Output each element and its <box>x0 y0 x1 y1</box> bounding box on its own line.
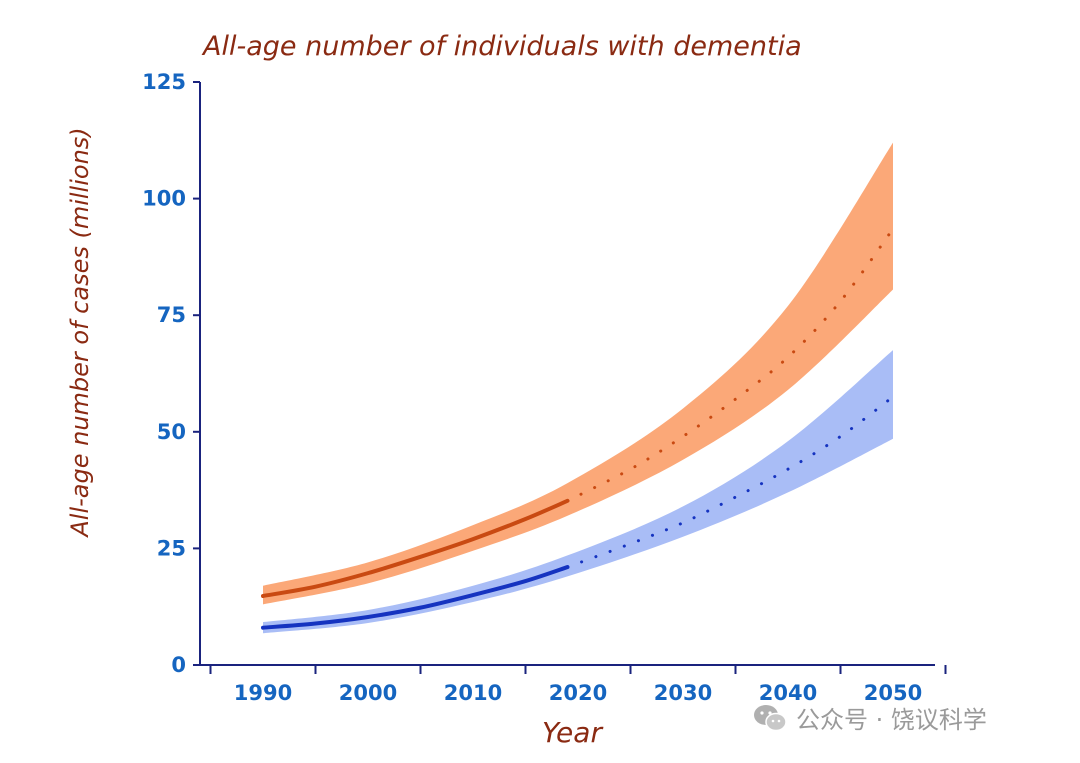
series-0-observed-line <box>261 498 570 598</box>
confidence-bands <box>263 142 893 634</box>
series-0-projected-line <box>566 227 895 503</box>
x-tick-label: 2000 <box>339 681 397 705</box>
y-tick-label: 50 <box>157 420 186 444</box>
chart-title: All-age number of individuals with demen… <box>201 31 802 62</box>
x-tick-label: 2010 <box>444 681 502 705</box>
x-tick-label: 2020 <box>549 681 607 705</box>
axes <box>193 81 947 674</box>
series-1-band <box>263 350 893 634</box>
y-tick-label: 0 <box>171 653 186 677</box>
wechat-icon <box>754 704 787 731</box>
series-1-observed-line <box>261 565 570 630</box>
y-tick-label: 25 <box>157 536 186 560</box>
tick-labels: 0 25 50 75 100 125 1990 2000 2010 2020 2030 2040 205… <box>142 70 922 705</box>
watermark-text: 公众号 · 饶议科学 <box>796 706 987 734</box>
y-axis-label: All-age number of cases (millions) <box>66 127 94 538</box>
watermark: 公众号 · 饶议科学 <box>752 700 987 735</box>
y-tick-label: 75 <box>157 303 186 327</box>
x-tick-label: 2030 <box>654 681 712 705</box>
y-tick-label: 100 <box>142 187 186 211</box>
x-tick-label: 2050 <box>864 681 922 705</box>
series-1-projected-line <box>566 395 895 569</box>
series-0-band <box>263 142 893 605</box>
x-tick-label: 1990 <box>234 681 292 705</box>
x-tick-label: 2040 <box>759 681 817 705</box>
series-lines <box>261 227 895 630</box>
y-tick-label: 125 <box>142 70 186 94</box>
x-axis-label: Year <box>542 716 603 749</box>
